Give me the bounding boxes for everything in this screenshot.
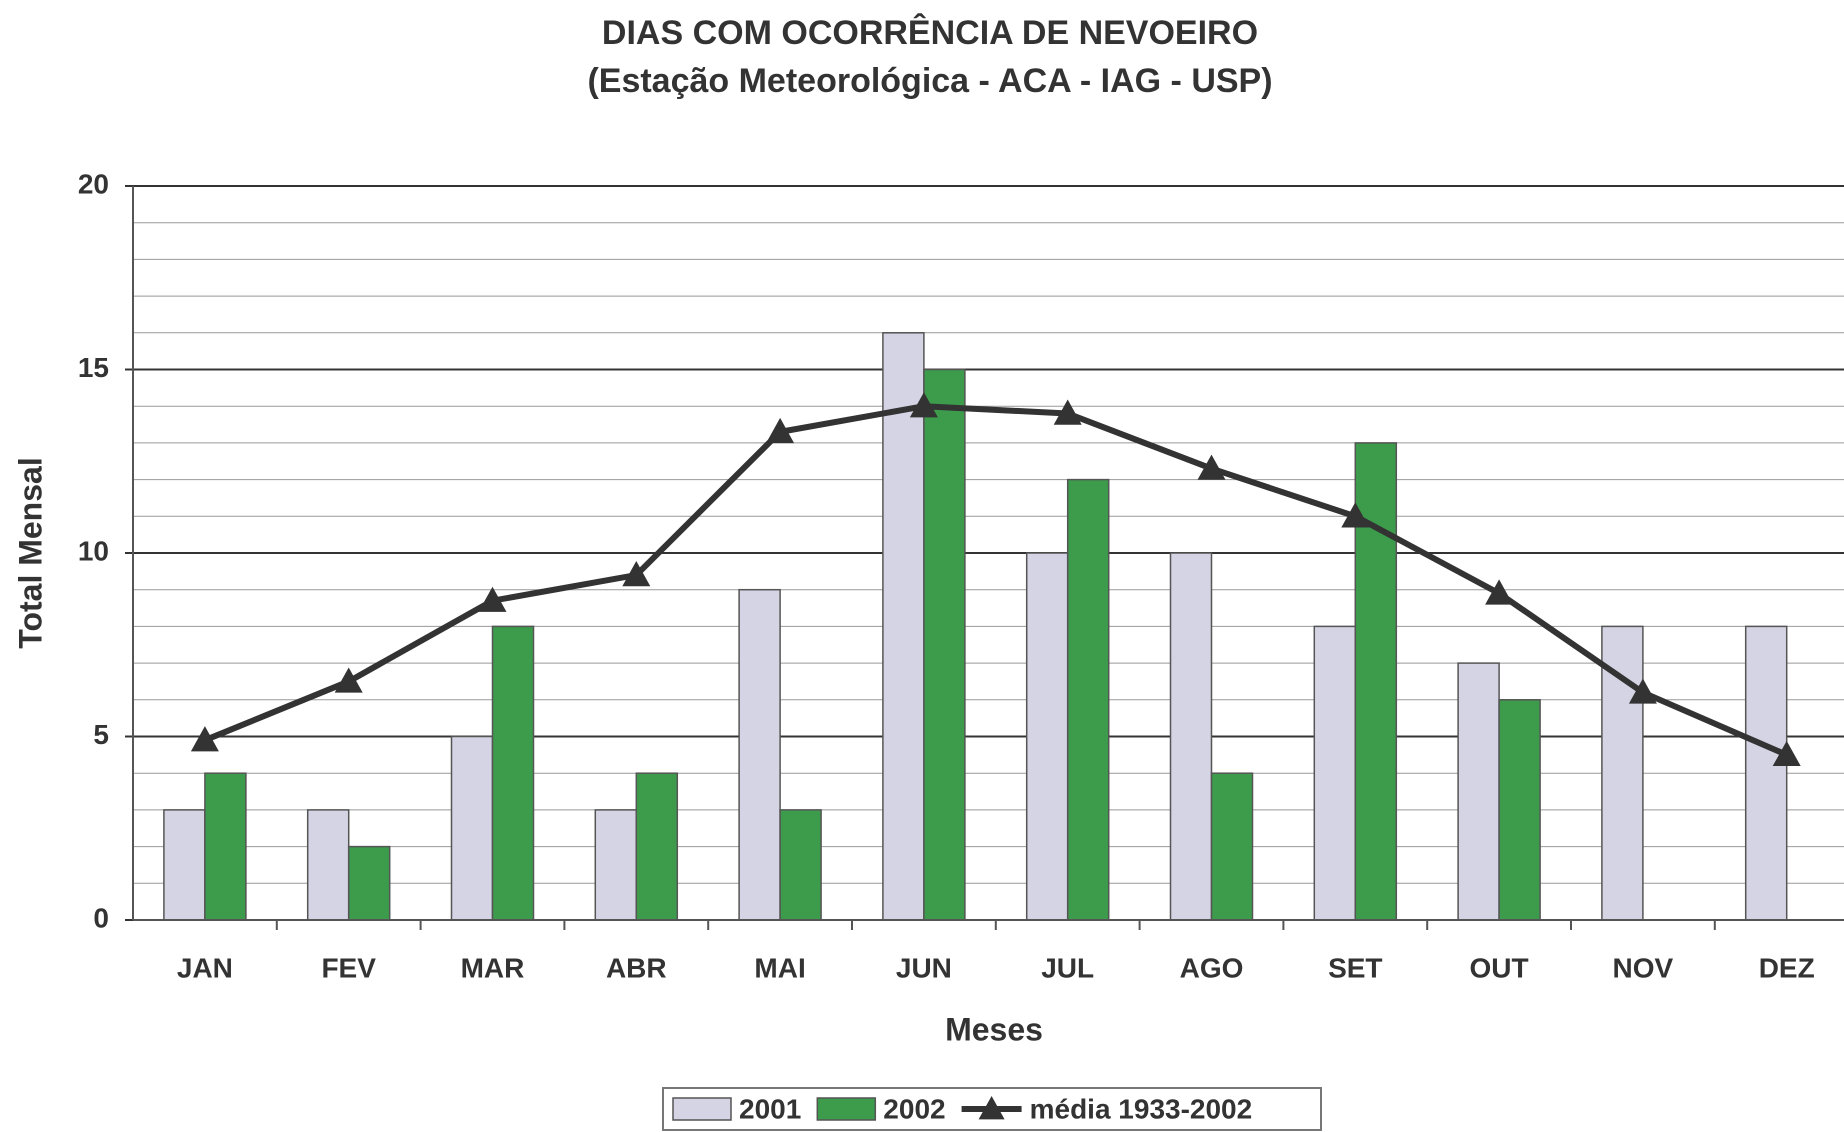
bar — [1210, 772, 1254, 921]
x-tick-label: DEZ — [1759, 952, 1815, 983]
bar — [1025, 552, 1069, 921]
chart-title: DIAS COM OCORRÊNCIA DE NEVOEIRO — [602, 14, 1258, 52]
y-axis-title: Total Mensal — [12, 457, 48, 648]
bar — [1498, 699, 1541, 921]
bar — [1066, 478, 1110, 921]
line-marker — [478, 586, 507, 612]
legend-label: 2002 — [883, 1093, 945, 1124]
line-marker — [190, 726, 219, 752]
bar — [1457, 662, 1500, 921]
line-marker — [334, 667, 363, 693]
x-tick-label: ABR — [606, 952, 667, 983]
bar — [347, 845, 391, 921]
x-tick-label: JUN — [896, 952, 952, 983]
x-tick-label: NOV — [1613, 952, 1674, 983]
bar — [204, 772, 247, 921]
y-tick-label: 15 — [78, 352, 109, 383]
bar — [1169, 552, 1213, 921]
bar — [491, 625, 535, 921]
line-marker — [1341, 502, 1370, 528]
legend-label: 2001 — [739, 1093, 801, 1124]
y-tick-label: 10 — [78, 535, 109, 566]
x-tick-label: AGO — [1180, 952, 1244, 983]
bar — [1313, 625, 1357, 921]
y-tick-label: 0 — [93, 902, 109, 933]
bar — [306, 809, 350, 921]
line — [203, 403, 1788, 758]
bar — [635, 772, 679, 921]
bar — [163, 809, 206, 921]
line-marker — [766, 417, 795, 444]
x-tick-label: MAI — [754, 952, 805, 983]
bar — [594, 809, 638, 921]
bar — [450, 735, 494, 921]
x-tick-label: OUT — [1470, 952, 1529, 983]
x-tick-label: JUL — [1041, 952, 1094, 983]
legend-label: média 1933-2002 — [1030, 1093, 1253, 1124]
line-marker — [1485, 579, 1514, 605]
x-tick-label: FEV — [321, 952, 376, 983]
line-marker — [1197, 454, 1226, 480]
legend-swatch — [978, 1096, 1005, 1120]
x-tick-label: SET — [1328, 952, 1382, 983]
line-marker — [622, 561, 651, 587]
line-marker — [1772, 740, 1801, 767]
bar — [779, 809, 822, 921]
bar — [738, 588, 781, 921]
chart-subtitle: (Estação Meteorológica - ACA - IAG - USP… — [587, 62, 1272, 100]
legend-swatch — [816, 1097, 877, 1121]
line-marker — [909, 392, 938, 418]
line-marker — [1628, 678, 1657, 704]
x-tick-label: JAN — [177, 952, 233, 983]
x-axis-title: Meses — [945, 1011, 1043, 1047]
y-tick-label: 5 — [93, 719, 109, 750]
bar — [882, 332, 925, 921]
bar — [923, 368, 966, 921]
line-marker — [1053, 399, 1082, 425]
legend-swatch — [672, 1097, 732, 1121]
x-tick-label: MAR — [461, 952, 525, 983]
bar — [1744, 625, 1788, 921]
y-tick-label: 20 — [78, 168, 109, 199]
